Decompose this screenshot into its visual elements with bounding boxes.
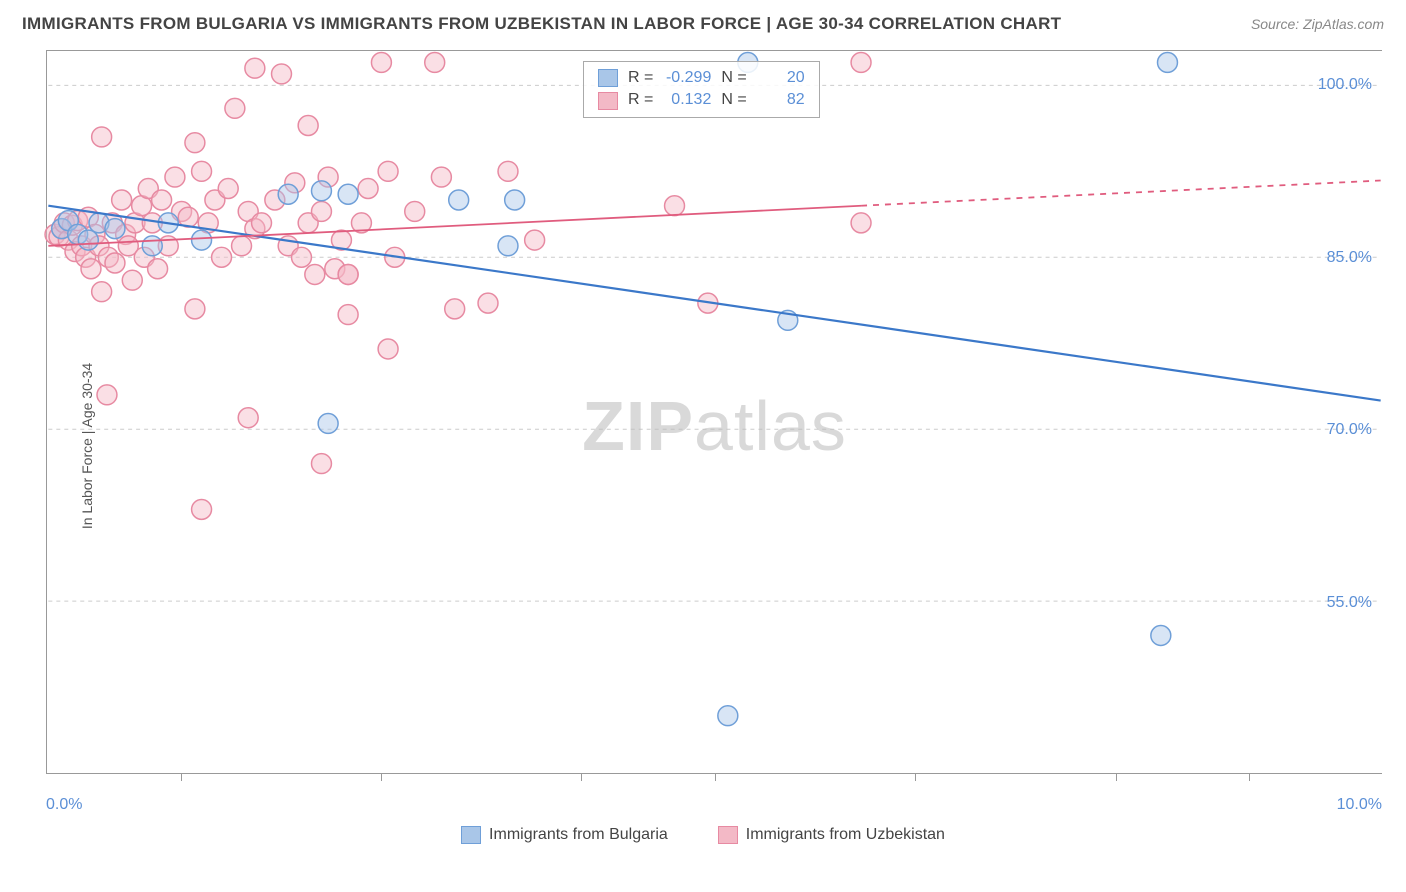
swatch-uzbekistan: [598, 92, 618, 110]
legend-label-bulgaria: Immigrants from Bulgaria: [489, 826, 668, 844]
chart-svg: [47, 51, 1382, 773]
n-label: N =: [721, 67, 746, 89]
x-tick: [715, 773, 716, 781]
x-tick: [581, 773, 582, 781]
swatch-uzbekistan: [718, 826, 738, 844]
legend-item-bulgaria: Immigrants from Bulgaria: [461, 826, 668, 844]
source-attribution: Source: ZipAtlas.com: [1251, 16, 1384, 32]
swatch-bulgaria: [461, 826, 481, 844]
x-tick: [181, 773, 182, 781]
x-axis-min-label: 0.0%: [46, 796, 82, 814]
stats-legend: R = -0.299 N = 20 R = 0.132 N = 82: [583, 61, 820, 118]
x-tick: [381, 773, 382, 781]
stats-row-uzbekistan: R = 0.132 N = 82: [598, 89, 805, 111]
legend-item-uzbekistan: Immigrants from Uzbekistan: [718, 826, 945, 844]
r-value-bulgaria: -0.299: [659, 67, 711, 89]
r-label: R =: [628, 67, 653, 89]
r-value-uzbekistan: 0.132: [659, 89, 711, 111]
r-label: R =: [628, 89, 653, 111]
y-tick-label: 100.0%: [1318, 76, 1372, 94]
y-tick-label: 70.0%: [1327, 421, 1372, 439]
legend-label-uzbekistan: Immigrants from Uzbekistan: [746, 826, 945, 844]
x-axis-max-label: 10.0%: [1337, 796, 1382, 814]
stats-row-bulgaria: R = -0.299 N = 20: [598, 67, 805, 89]
series-legend: Immigrants from Bulgaria Immigrants from…: [0, 826, 1406, 844]
plot-area: ZIPatlas R = -0.299 N = 20 R = 0.132 N =…: [46, 50, 1382, 774]
n-value-uzbekistan: 82: [753, 89, 805, 111]
x-tick: [915, 773, 916, 781]
y-tick-label: 85.0%: [1327, 249, 1372, 267]
n-value-bulgaria: 20: [753, 67, 805, 89]
x-tick: [1116, 773, 1117, 781]
swatch-bulgaria: [598, 69, 618, 87]
n-label: N =: [721, 89, 746, 111]
chart-title: IMMIGRANTS FROM BULGARIA VS IMMIGRANTS F…: [22, 14, 1061, 34]
x-tick: [1249, 773, 1250, 781]
header: IMMIGRANTS FROM BULGARIA VS IMMIGRANTS F…: [0, 0, 1406, 42]
y-tick-label: 55.0%: [1327, 594, 1372, 612]
